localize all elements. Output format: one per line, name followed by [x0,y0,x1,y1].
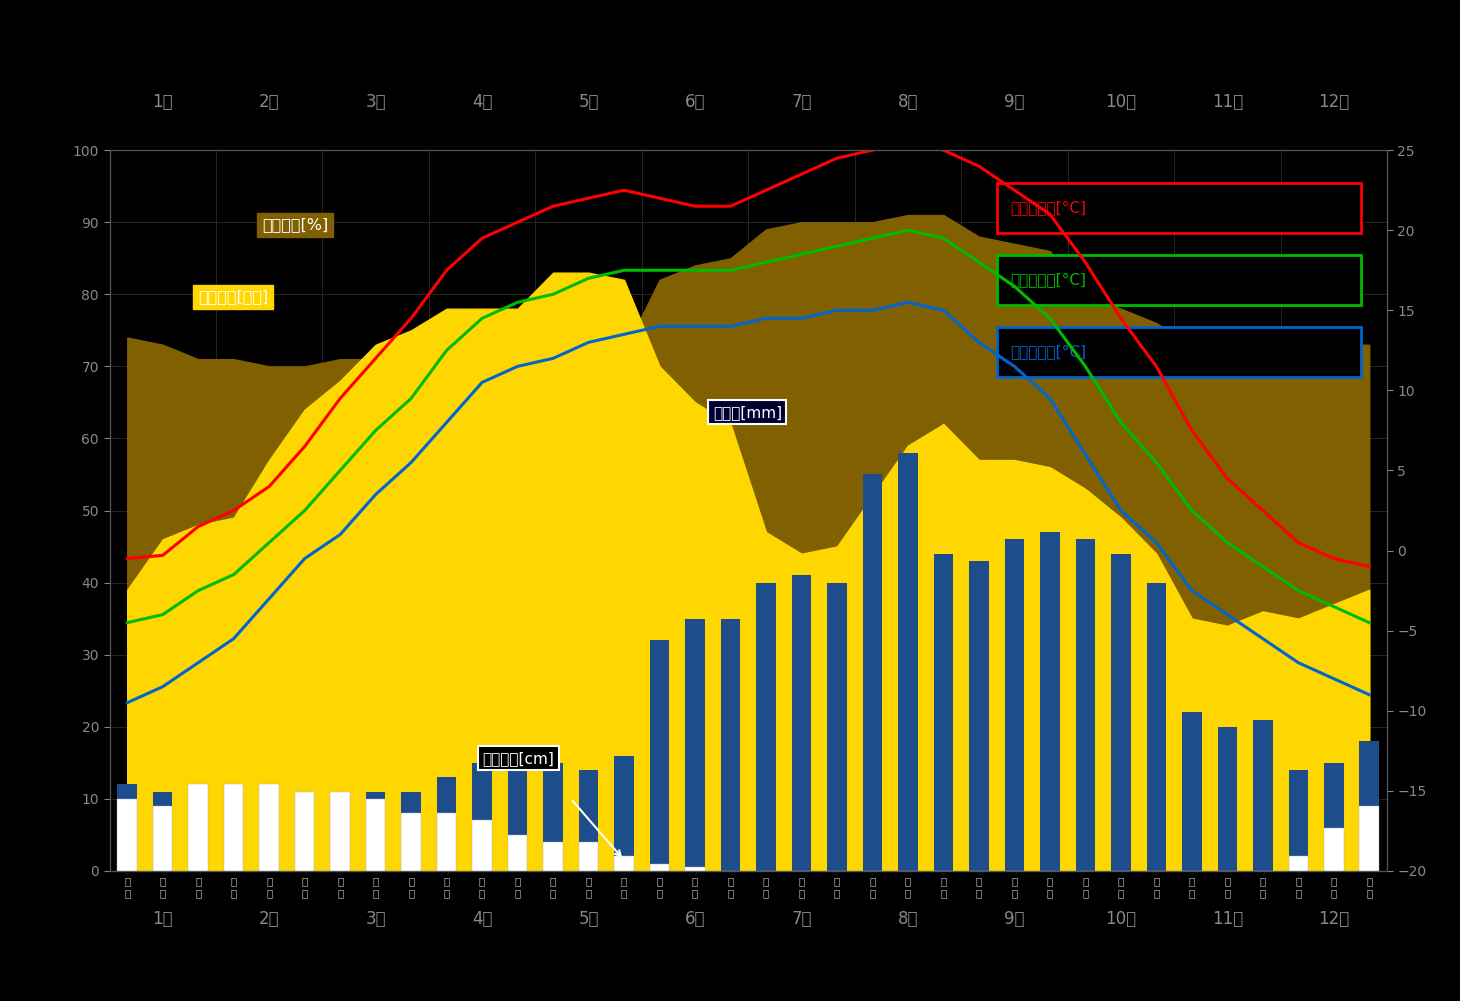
Bar [543,842,564,871]
Text: 最深積雪[cm]: 最深積雪[cm] [482,751,553,766]
Bar [402,813,420,871]
Bar [188,799,207,871]
Bar [1218,727,1237,871]
Bar [295,821,314,871]
Bar [188,785,207,871]
Bar [1040,533,1060,871]
Bar [473,763,492,871]
Text: 降水量[mm]: 降水量[mm] [712,404,783,419]
Bar [898,452,918,871]
Bar [1359,806,1380,871]
Bar [153,806,172,871]
Bar [1183,713,1202,871]
Bar [1076,540,1095,871]
Bar [437,813,457,871]
Bar [1146,583,1167,871]
Bar [508,835,527,871]
Bar [1359,741,1380,871]
Bar [685,619,705,871]
FancyBboxPatch shape [997,254,1361,305]
FancyBboxPatch shape [997,326,1361,377]
Bar [473,821,492,871]
Bar [543,763,564,871]
Bar [615,756,634,871]
Text: 日最高気温[°C]: 日最高気温[°C] [1010,200,1086,215]
Bar [260,785,279,871]
Bar [330,792,350,871]
Bar [117,785,137,871]
Bar [260,813,279,871]
Bar [578,842,599,871]
Bar [933,554,953,871]
Bar [791,576,812,871]
Bar [223,785,244,871]
Bar [828,583,847,871]
Bar [223,799,244,871]
Text: 日最低気温[°C]: 日最低気温[°C] [1010,344,1086,359]
Bar [615,857,634,871]
Bar [1289,770,1308,871]
Bar [721,619,740,871]
Bar [1324,763,1343,871]
Bar [153,792,172,871]
Bar [295,792,314,871]
Bar [578,770,599,871]
Bar [402,792,420,871]
Bar [508,770,527,871]
Bar [1289,857,1308,871]
Bar [863,474,882,871]
Bar [117,799,137,871]
Bar [1004,540,1023,871]
Bar [1324,828,1343,871]
Bar [366,792,385,871]
Bar [437,777,457,871]
Bar [1111,554,1130,871]
Bar [685,867,705,871]
Bar [1253,720,1273,871]
Bar [756,583,775,871]
Bar [650,864,669,871]
Text: 日平均気温[°C]: 日平均気温[°C] [1010,272,1086,287]
Bar [366,799,385,871]
Bar [969,561,988,871]
Bar [330,806,350,871]
Text: 日照時間[時間]: 日照時間[時間] [199,289,269,304]
FancyBboxPatch shape [997,182,1361,233]
Text: 相対湿度[%]: 相対湿度[%] [263,217,328,232]
Bar [650,641,669,871]
